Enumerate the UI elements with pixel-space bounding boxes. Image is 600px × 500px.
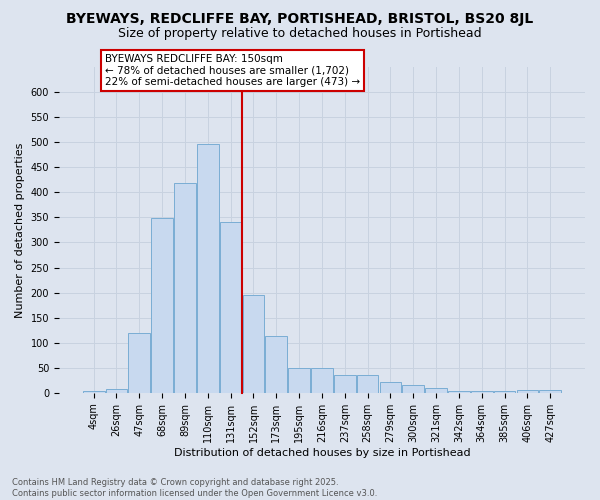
Bar	[83, 391, 104, 393]
Bar	[265, 336, 287, 393]
Bar	[403, 385, 424, 393]
Bar	[311, 368, 333, 393]
Bar	[151, 218, 173, 393]
Text: Contains HM Land Registry data © Crown copyright and database right 2025.
Contai: Contains HM Land Registry data © Crown c…	[12, 478, 377, 498]
Bar	[334, 376, 356, 393]
Bar	[106, 390, 127, 393]
Text: BYEWAYS REDCLIFFE BAY: 150sqm
← 78% of detached houses are smaller (1,702)
22% o: BYEWAYS REDCLIFFE BAY: 150sqm ← 78% of d…	[105, 54, 360, 87]
X-axis label: Distribution of detached houses by size in Portishead: Distribution of detached houses by size …	[173, 448, 470, 458]
Bar	[197, 144, 218, 393]
Bar	[288, 368, 310, 393]
Text: BYEWAYS, REDCLIFFE BAY, PORTISHEAD, BRISTOL, BS20 8JL: BYEWAYS, REDCLIFFE BAY, PORTISHEAD, BRIS…	[67, 12, 533, 26]
Bar	[220, 222, 241, 393]
Y-axis label: Number of detached properties: Number of detached properties	[15, 142, 25, 318]
Bar	[242, 294, 265, 393]
Bar	[357, 376, 379, 393]
Text: Size of property relative to detached houses in Portishead: Size of property relative to detached ho…	[118, 28, 482, 40]
Bar	[380, 382, 401, 393]
Bar	[448, 392, 470, 393]
Bar	[494, 392, 515, 393]
Bar	[174, 184, 196, 393]
Bar	[425, 388, 447, 393]
Bar	[539, 390, 561, 393]
Bar	[128, 332, 150, 393]
Bar	[517, 390, 538, 393]
Bar	[471, 392, 493, 393]
